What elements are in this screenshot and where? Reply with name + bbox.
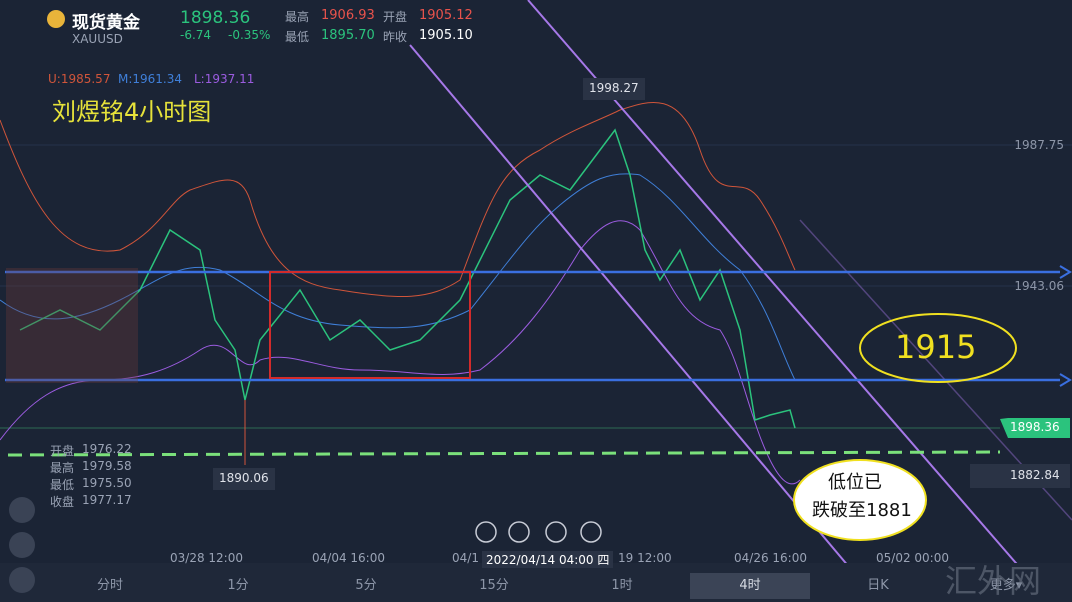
alert-tag (970, 464, 1070, 488)
stat-value: 1905.12 (419, 8, 473, 23)
change: -6.74 (180, 28, 212, 42)
channel-lower (409, 44, 861, 581)
time-label: 04/04 16:00 (312, 551, 385, 565)
bollinger-lower (0, 220, 801, 485)
low-marker: 1890.06 (219, 471, 269, 485)
tool-icon[interactable] (9, 532, 35, 558)
stat-value: 1906.93 (321, 8, 375, 23)
arrow (1059, 265, 1072, 279)
high-marker: 1998.27 (589, 81, 639, 95)
price-label: 1882.84 (1010, 468, 1060, 482)
indicator: U:1985.57 (48, 72, 111, 86)
tab[interactable]: 15分 (479, 578, 509, 593)
zoom-controls (475, 521, 602, 543)
tab[interactable]: 5分 (355, 578, 377, 593)
ohlc-label: 最低 (50, 478, 75, 492)
tab[interactable]: 分时 (96, 578, 123, 593)
gold-icon (47, 10, 65, 28)
tool-icon[interactable] (9, 567, 35, 593)
tool-icon[interactable] (9, 497, 35, 523)
arrow (1059, 373, 1072, 387)
seal-stamp (6, 268, 138, 383)
tab[interactable]: 1分 (227, 578, 249, 593)
time-label: 19 12:00 (618, 551, 672, 565)
ohlc-value: 1975.50 (82, 476, 132, 490)
tools (9, 497, 35, 593)
stat-label: 最高 (285, 10, 310, 24)
price-trace (19, 128, 796, 429)
stat-label: 昨收 (383, 30, 408, 44)
ellipse (859, 313, 1017, 383)
zoom-out[interactable] (475, 521, 497, 543)
stat-value: 1895.70 (321, 28, 375, 43)
time-label: 04/26 16:00 (734, 551, 807, 565)
ohlc-label: 收盘 (50, 495, 75, 509)
low-tag (213, 468, 275, 490)
price-label: 1943.06 (1014, 279, 1064, 293)
last-price: 1898.36 (180, 8, 251, 28)
crosshair-time: 2022/04/14 04:00 四 (482, 551, 614, 568)
price-label: 1987.75 (1014, 138, 1064, 152)
tab[interactable]: 更多▾ (989, 578, 1023, 593)
indicator: L:1937.11 (194, 72, 255, 86)
stat-value: 1905.10 (419, 28, 473, 43)
change-pct: -0.35% (228, 28, 271, 42)
price-tag (1000, 418, 1070, 438)
high-tag (583, 78, 645, 100)
tab[interactable]: 4时 (690, 573, 810, 599)
ohlc-value: 1976.22 (82, 442, 132, 456)
tab[interactable]: 日K (867, 578, 889, 593)
watermark: 汇外网 (945, 562, 1042, 600)
ellipse (793, 459, 927, 541)
stat-label: 开盘 (383, 10, 408, 24)
indicator: M:1961.34 (118, 72, 183, 86)
grid (0, 144, 1072, 429)
scroll-right[interactable] (545, 521, 567, 543)
chart-title: 刘煜铭4小时图 (52, 98, 212, 126)
tab[interactable]: 1时 (611, 578, 633, 593)
scroll-left[interactable] (508, 521, 530, 543)
time-label: 03/28 12:00 (170, 551, 243, 565)
time-label: 05/02 00:00 (876, 551, 949, 565)
ohlc-value: 1979.58 (82, 459, 132, 473)
note: 跌破至1881 (812, 500, 912, 521)
symbol-code: XAUUSD (72, 32, 123, 46)
stat-label: 最低 (285, 30, 310, 44)
note: 低位已 (828, 472, 882, 493)
bollinger-upper (0, 102, 796, 298)
ohlc-value: 1977.17 (82, 493, 132, 507)
ohlc-label: 最高 (50, 461, 75, 475)
time-label: 04/1 (452, 551, 479, 565)
price-label: 1898.36 (1010, 420, 1060, 434)
zoom-in[interactable] (580, 521, 602, 543)
range-box (269, 271, 471, 379)
symbol-title[interactable]: 现货黄金 (72, 13, 140, 33)
level-annotation: 1915 (895, 328, 977, 366)
dashed-level (7, 450, 1001, 457)
ohlc-label: 开盘 (50, 444, 75, 458)
tab-bar (0, 563, 1072, 602)
